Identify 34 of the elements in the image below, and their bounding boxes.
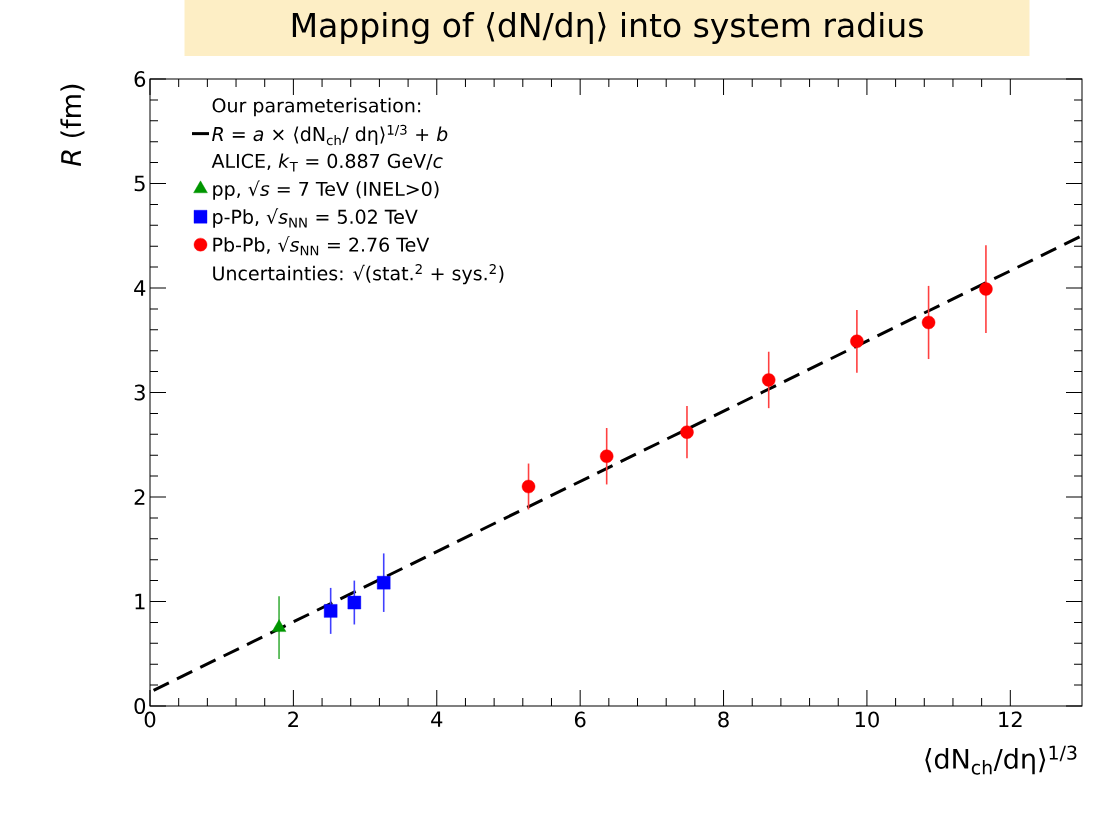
x-tick-label: 2 <box>288 711 298 728</box>
y-tick-label: 4 <box>134 280 146 296</box>
y-tick-label: 1 <box>135 593 145 610</box>
x-tick-label: 8 <box>718 711 729 728</box>
annotation: ALICE, k$_{T}$ = 0.887 GeV/c <box>211 153 443 172</box>
y-tick-label: 6 <box>134 71 146 87</box>
point <box>979 282 993 296</box>
x-tick-label: 4 <box>431 711 443 727</box>
point <box>921 315 936 330</box>
point <box>680 425 694 439</box>
point <box>271 619 287 632</box>
x-tick-label: 6 <box>574 711 586 728</box>
point <box>762 373 776 387</box>
point <box>521 479 536 494</box>
point <box>599 449 614 463</box>
y-tick-label: 0 <box>134 698 146 714</box>
point <box>377 575 391 590</box>
x-tick-label: 10 <box>855 711 879 728</box>
legend-label: p-Pb, √s$_{NN}$ = 5.02 TeV <box>213 208 418 228</box>
legend-label: pp, √s = 7 TeV (INEL>0) <box>213 180 439 200</box>
annotation: Our parameterisation: <box>212 97 421 117</box>
y-tick-label: 2 <box>134 489 145 505</box>
chart-title: Mapping of ⟨dN/dη⟩ into system radius <box>292 12 923 44</box>
legend-label: Pb-Pb, √s$_{NN}$ = 2.76 TeV <box>213 236 430 256</box>
y-tick-label: 3 <box>134 384 145 401</box>
annotation: Uncertainties: √(stat.$^{2}$ + sys.$^{2}$) <box>213 264 504 285</box>
point <box>323 604 338 618</box>
point <box>850 334 864 348</box>
text: R = a × ⟨dN$_{ch}$/ dη⟩$^{1/3}$ + b <box>212 124 448 146</box>
x-tick-label: 12 <box>999 711 1022 728</box>
y-tick-label: 5 <box>134 175 145 192</box>
point <box>347 595 362 610</box>
y-axis-title: R (fm) <box>60 84 85 167</box>
x-axis-title: ⟨dN$_{ch}$/dη⟩$^{1/3}$ <box>925 745 1077 775</box>
